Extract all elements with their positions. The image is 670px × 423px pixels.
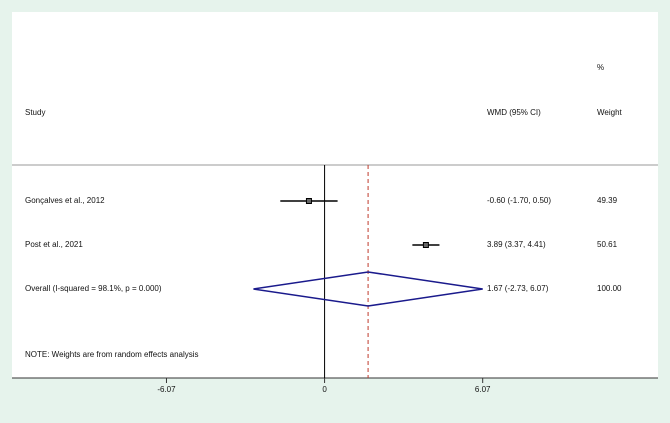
study-header: Study: [25, 108, 45, 117]
effect-header: WMD (95% CI): [487, 108, 541, 117]
effect-label: 3.89 (3.37, 4.41): [487, 240, 546, 249]
overall-weight-label: 100.00: [597, 284, 622, 293]
note: NOTE: Weights are from random effects an…: [25, 350, 199, 359]
x-tick-label: -6.07: [157, 385, 176, 394]
study-name: Post et al., 2021: [25, 240, 83, 249]
overall-effect-label: 1.67 (-2.73, 6.07): [487, 284, 549, 293]
weight-box: [305, 198, 312, 204]
effect-label: -0.60 (-1.70, 0.50): [487, 196, 551, 205]
weight-label: 50.61: [597, 240, 618, 249]
weight-header: Weight: [597, 108, 623, 117]
plot-background: [12, 12, 658, 378]
overall-name: Overall (I-squared = 98.1%, p = 0.000): [25, 284, 162, 293]
x-tick-label: 6.07: [475, 385, 491, 394]
study-name: Gonçalves et al., 2012: [25, 196, 105, 205]
overall-diamond: [253, 271, 483, 307]
weight-box: [422, 242, 429, 248]
x-tick-label: 0: [322, 385, 327, 394]
weight-label: 49.39: [597, 196, 618, 205]
weight-unit-header: %: [597, 63, 604, 72]
